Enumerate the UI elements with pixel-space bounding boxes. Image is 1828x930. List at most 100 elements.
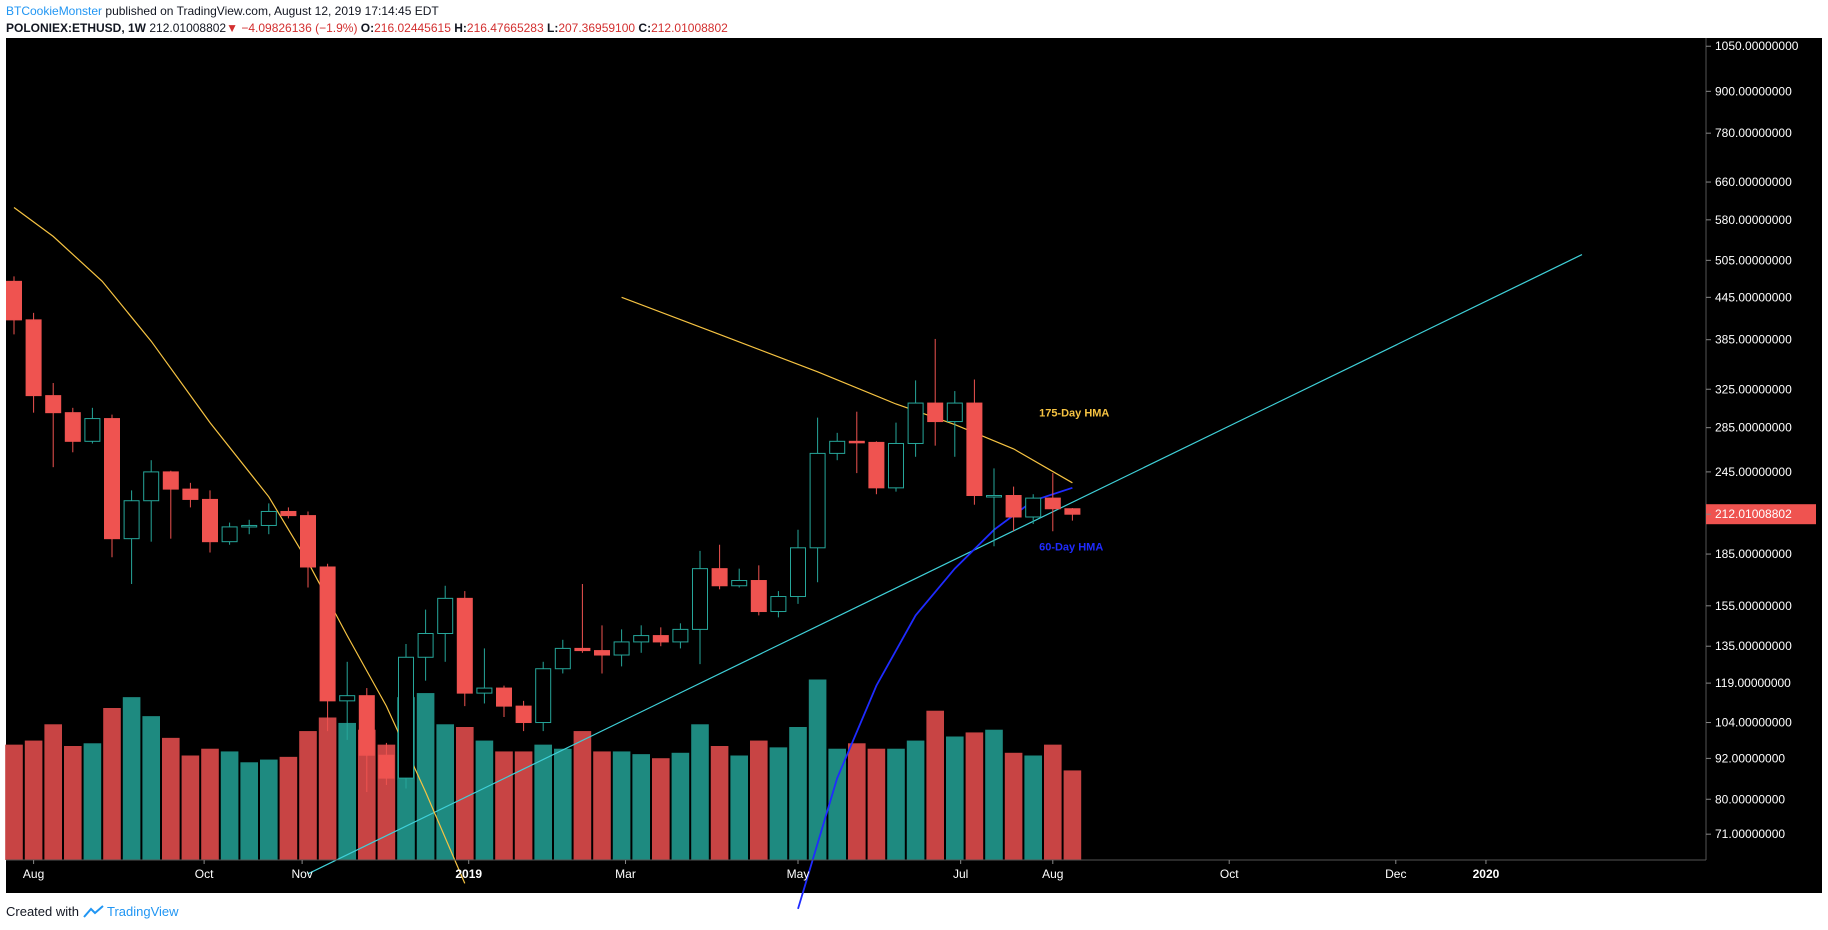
time-axis-background <box>6 860 1822 893</box>
x-tick-label: Oct <box>195 867 214 881</box>
candle-body <box>84 418 101 442</box>
volume-bar <box>906 740 925 860</box>
volume-bar <box>573 731 592 860</box>
candle-body <box>456 597 473 694</box>
x-tick-label: Nov <box>291 867 312 881</box>
support-trendline[interactable] <box>307 254 1583 875</box>
volume-bar <box>260 759 278 860</box>
volume-bar <box>220 751 239 860</box>
candle-body <box>45 395 62 414</box>
candle-body <box>241 524 258 528</box>
candle-body <box>848 440 865 444</box>
volume-bar <box>24 740 43 860</box>
candle-body <box>711 568 728 587</box>
x-tick-label: Aug <box>23 867 44 881</box>
x-tick-label: Aug <box>1042 867 1063 881</box>
tradingview-brand: TradingView <box>106 904 179 919</box>
candle-body <box>123 500 140 540</box>
volume-bar <box>514 751 533 860</box>
volume-bar <box>750 740 768 860</box>
x-tick-label: 2019 <box>455 867 482 881</box>
y-tick-label: 325.00000000 <box>1715 382 1792 396</box>
hma-175-line-segment <box>621 296 1073 484</box>
volume-bar <box>554 748 572 860</box>
candle-body <box>162 471 179 490</box>
volume-bar <box>416 693 435 860</box>
volume-bar <box>5 744 23 860</box>
candle-body <box>64 412 81 442</box>
volume-bar <box>1063 770 1082 860</box>
volume-bar <box>279 756 298 860</box>
volume-bars <box>5 679 1082 860</box>
volume-bar <box>299 731 317 860</box>
candle-body <box>202 498 218 543</box>
candle-body <box>319 566 336 702</box>
last-price-marker <box>1706 504 1816 525</box>
annotations: 175-Day HMA 60-Day HMA <box>1039 408 1109 554</box>
volume-bar <box>534 744 552 860</box>
volume-bar <box>201 748 219 860</box>
candles <box>6 276 1081 793</box>
volume-bar <box>436 724 454 860</box>
close-value: 212.01008802 <box>651 21 728 35</box>
volume-bar <box>593 751 611 860</box>
candle-body <box>143 471 160 502</box>
candle-body <box>770 596 787 613</box>
candle-body <box>554 647 571 670</box>
tradingview-link[interactable]: TradingView <box>83 904 179 919</box>
candle-body <box>339 695 356 702</box>
volume-bar <box>887 748 905 860</box>
volume-bar <box>122 697 141 860</box>
volume-bar <box>64 746 82 860</box>
down-arrow-icon: ▼ <box>226 21 238 35</box>
x-tick-label: Mar <box>615 867 636 881</box>
volume-bar <box>808 679 827 860</box>
volume-bar <box>181 755 200 860</box>
y-tick-label: 185.00000000 <box>1715 547 1792 561</box>
candle-body <box>182 488 199 500</box>
tradingview-logo-icon <box>83 904 104 918</box>
high-label: H: <box>454 21 467 35</box>
low-value: 207.36959100 <box>558 21 636 35</box>
author-link[interactable]: BTCookieMonster <box>6 4 103 18</box>
candle-body <box>300 515 316 568</box>
publish-info: BTCookieMonster published on TradingView… <box>6 4 439 18</box>
y-tick-label: 135.00000000 <box>1715 639 1792 653</box>
volume-bar <box>1024 755 1042 860</box>
volume-bar <box>338 722 356 860</box>
volume-bar <box>965 732 984 860</box>
candle-body <box>986 495 1002 498</box>
candle-body <box>221 526 238 543</box>
price-change: −4.09826136 (−1.9%) <box>241 21 358 35</box>
low-label: L: <box>546 21 559 35</box>
candle-body <box>652 635 669 643</box>
candle-body <box>476 687 493 694</box>
volume-bar <box>162 737 180 860</box>
candle-body <box>1044 497 1061 510</box>
price-axis[interactable]: 1050.00000000 900.00000000 780.00000000 660… <box>1706 39 1816 841</box>
candle-body <box>633 635 650 643</box>
candle-body <box>398 656 414 779</box>
candle-body <box>437 597 454 635</box>
y-tick-label: 212.01008802 <box>1715 507 1792 521</box>
candle-body <box>613 641 630 656</box>
published-text: published on TradingView.com, August 12,… <box>105 4 439 18</box>
footer: Created with TradingView <box>6 904 179 919</box>
volume-bar <box>103 708 121 860</box>
volume-bar <box>456 727 474 860</box>
volume-bar <box>1004 752 1023 860</box>
candle-body <box>927 402 944 423</box>
time-axis[interactable]: Aug Oct Nov 2019 Mar May Jul Aug Oct Dec 2020 <box>23 860 1500 881</box>
candle-body <box>888 442 904 489</box>
candle-body <box>594 650 610 656</box>
y-tick-label: 119.00000000 <box>1715 676 1791 690</box>
y-tick-label: 780.00000000 <box>1715 126 1792 140</box>
y-tick-label: 660.00000000 <box>1715 175 1792 189</box>
volume-bar <box>318 717 337 860</box>
candle-body <box>358 695 375 756</box>
candle-body <box>946 402 963 423</box>
symbol-label: POLONIEX:ETHUSD, 1W <box>6 21 147 35</box>
y-tick-label: 285.00000000 <box>1715 421 1792 435</box>
candle-body <box>750 580 767 613</box>
